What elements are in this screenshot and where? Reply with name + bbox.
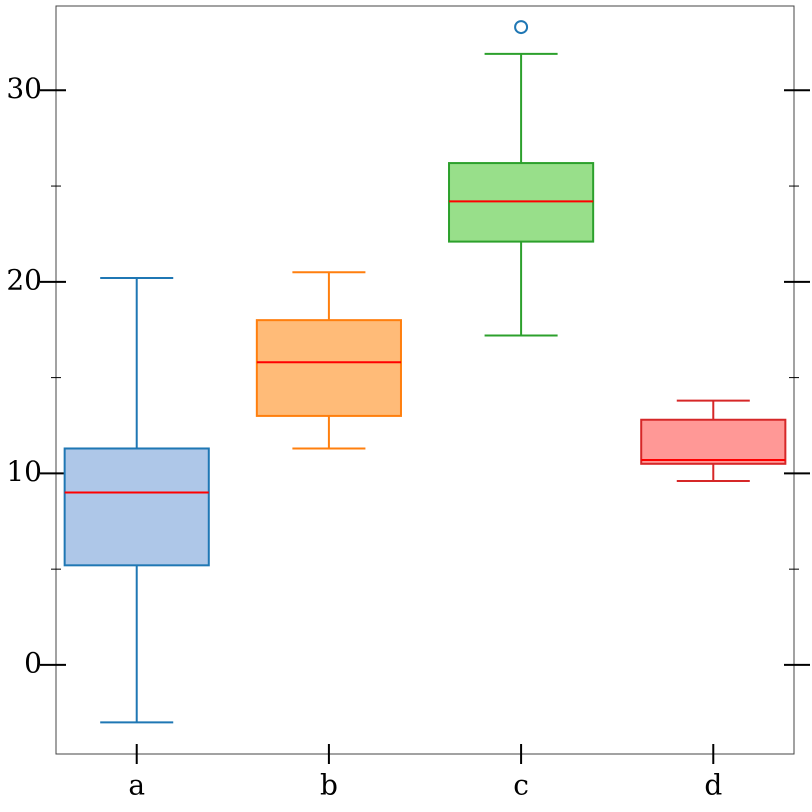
y-tick-label: 30 bbox=[6, 72, 42, 105]
x-tick-label: c bbox=[513, 769, 529, 802]
x-tick-label: b bbox=[320, 769, 338, 802]
box bbox=[63, 447, 210, 567]
flier bbox=[514, 20, 529, 35]
box bbox=[255, 319, 402, 417]
plot-frame bbox=[55, 5, 795, 755]
y-tick-label: 0 bbox=[24, 646, 42, 679]
y-tick-label: 20 bbox=[6, 263, 42, 296]
box bbox=[640, 418, 787, 465]
x-tick-label: a bbox=[128, 769, 145, 802]
y-tick-label: 10 bbox=[6, 455, 42, 488]
x-tick-label: d bbox=[704, 769, 722, 802]
